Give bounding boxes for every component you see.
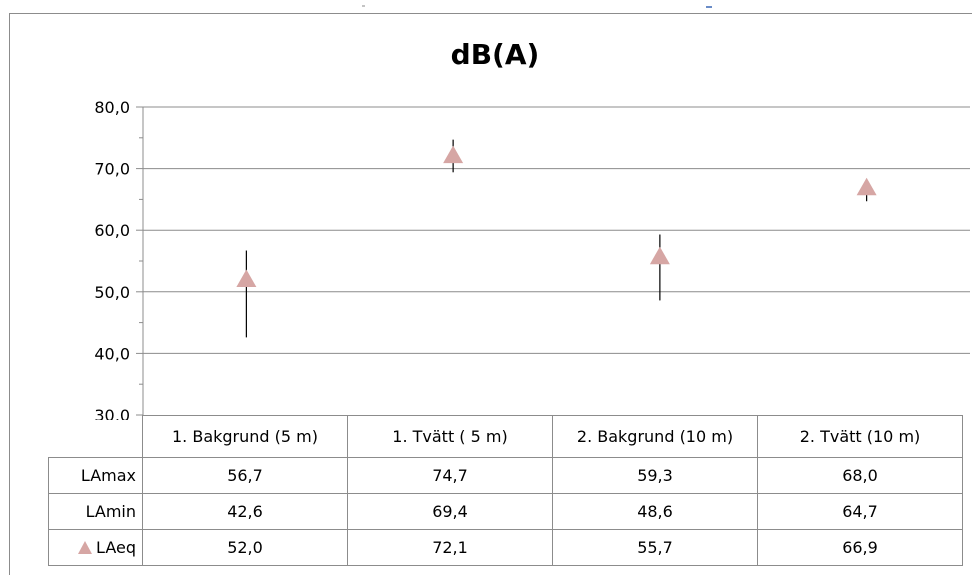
gridlines [143,107,970,353]
table-header-row: 1. Bakgrund (5 m) 1. Tvätt ( 5 m) 2. Bak… [49,416,963,458]
laeq-marker [857,178,877,196]
category-label: 1. Tvätt ( 5 m) [348,416,553,458]
data-cell: 59,3 [553,458,758,494]
series-name: LAmax [49,458,143,494]
series-name: LAmin [49,494,143,530]
laeq-marker [443,146,463,164]
data-cell: 55,7 [553,530,758,566]
data-cell: 48,6 [553,494,758,530]
data-cell: 52,0 [143,530,348,566]
data-cell: 69,4 [348,494,553,530]
table-row-lamin: LAmin 42,6 69,4 48,6 64,7 [49,494,963,530]
y-tick-label: 70,0 [94,160,130,179]
series-name-cell: LAeq [49,530,143,566]
y-tick-labels: 80,070,060,050,040,030,0 [94,98,130,420]
table-row-lamax: LAmax 56,7 74,7 59,3 68,0 [49,458,963,494]
y-tick-label: 80,0 [94,98,130,117]
triangle-legend-icon [78,541,92,554]
table-corner [49,416,143,458]
laeq-marker [650,247,670,264]
y-tick-label: 50,0 [94,283,130,302]
category-label: 2. Tvätt (10 m) [758,416,963,458]
data-cell: 74,7 [348,458,553,494]
data-cell: 66,9 [758,530,963,566]
data-cell: 72,1 [348,530,553,566]
y-axis [136,107,143,415]
category-label: 1. Bakgrund (5 m) [143,416,348,458]
y-tick-label: 40,0 [94,344,130,363]
data-cell: 64,7 [758,494,963,530]
data-cell: 68,0 [758,458,963,494]
range-lines [246,140,866,338]
data-table: 1. Bakgrund (5 m) 1. Tvätt ( 5 m) 2. Bak… [48,415,963,566]
series-name: LAeq [96,538,136,557]
y-tick-label: 60,0 [94,221,130,240]
category-label: 2. Bakgrund (10 m) [553,416,758,458]
table-row-laeq: LAeq 52,0 72,1 55,7 66,9 [49,530,963,566]
laeq-marker [236,269,256,287]
data-cell: 42,6 [143,494,348,530]
plot-area: 80,070,060,050,040,030,0 [0,0,972,420]
data-cell: 56,7 [143,458,348,494]
laeq-markers [236,146,876,287]
